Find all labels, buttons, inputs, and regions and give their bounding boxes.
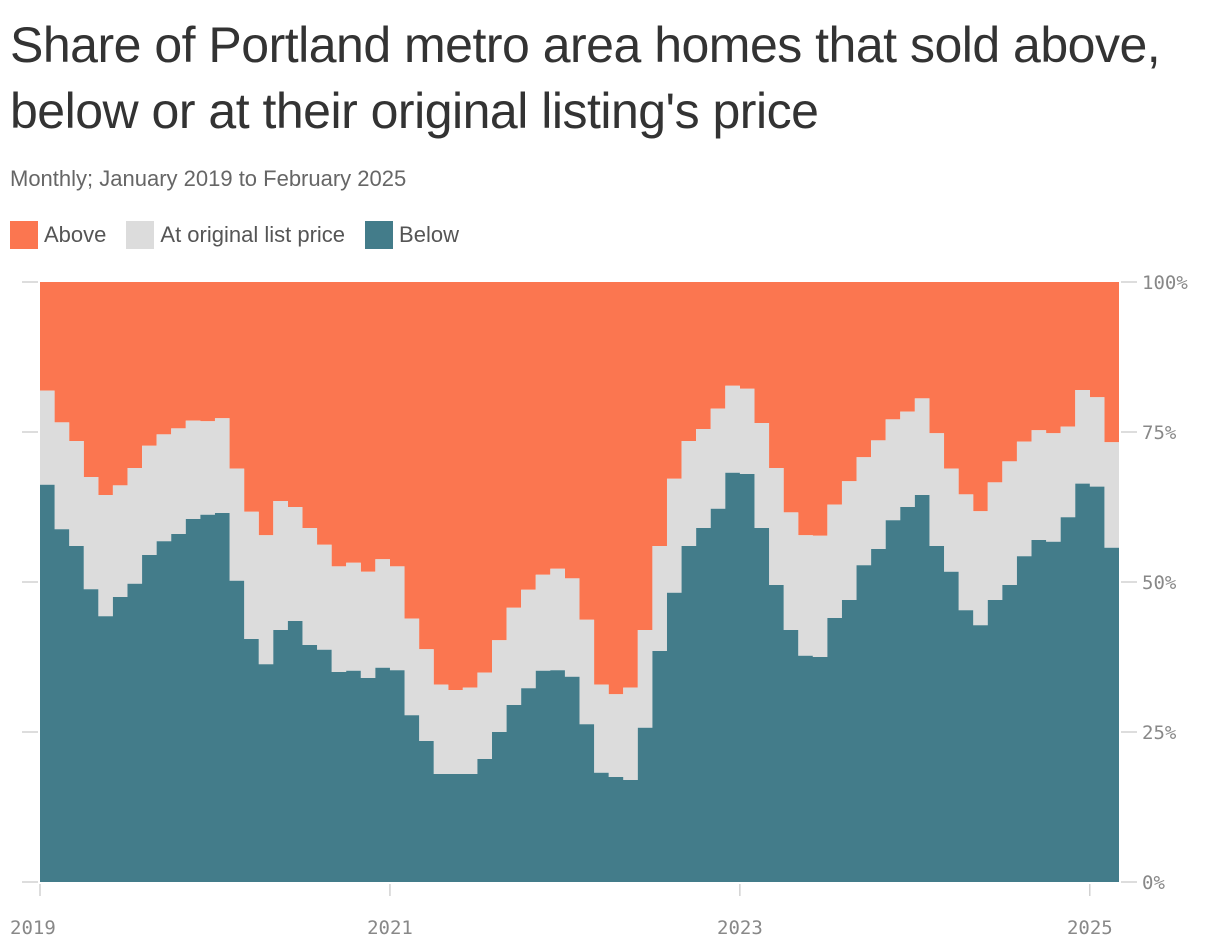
chart-title: Share of Portland metro area homes that … xyxy=(10,17,1161,139)
legend-swatch-above xyxy=(10,221,38,249)
x-tick-label: 2019 xyxy=(10,917,56,939)
legend-item-above: Above xyxy=(10,221,106,249)
y-tick-label: 50% xyxy=(1142,572,1177,594)
legend-label-at-list-price: At original list price xyxy=(160,222,346,247)
y-tick-label: 75% xyxy=(1142,422,1177,444)
area-at-list-price xyxy=(40,385,1119,780)
y-tick-label: 0% xyxy=(1142,872,1165,894)
area-above xyxy=(40,282,1119,695)
legend-swatch-at-list-price xyxy=(126,221,155,249)
x-tick-label: 2025 xyxy=(1067,917,1113,939)
x-tick-label: 2023 xyxy=(717,917,763,939)
y-tick-label: 100% xyxy=(1142,272,1188,294)
chart-subtitle: Monthly; January 2019 to February 2025 xyxy=(10,166,407,191)
legend-label-below: Below xyxy=(399,222,459,247)
legend-label-above: Above xyxy=(44,222,107,247)
legend-item-at-list-price: At original list price xyxy=(126,221,345,249)
legend-swatch-below xyxy=(365,221,394,249)
legend-item-below: Below xyxy=(365,221,459,249)
x-tick-label: 2021 xyxy=(367,917,413,939)
area-below xyxy=(40,472,1119,882)
legend: Above At original list price Below xyxy=(10,221,479,249)
y-tick-label: 25% xyxy=(1142,722,1177,744)
